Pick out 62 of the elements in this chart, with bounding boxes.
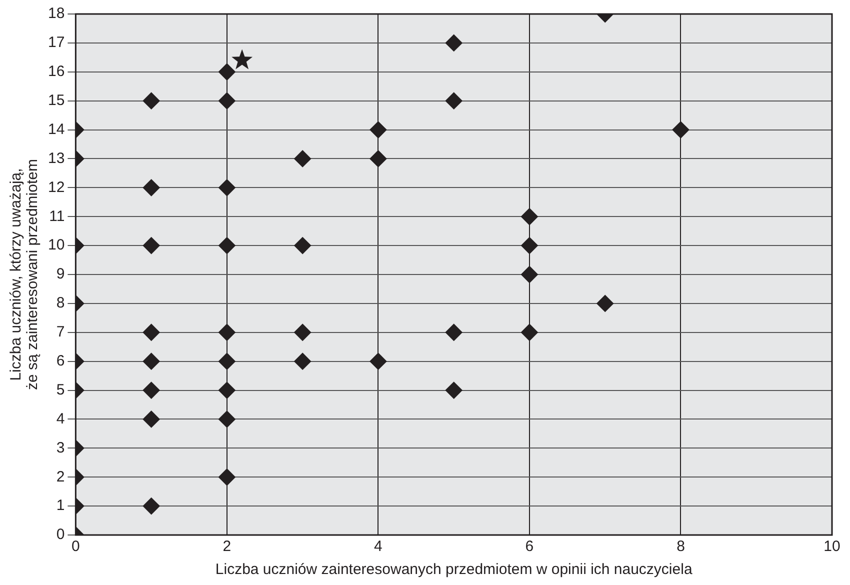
x-tick-label: 8 (676, 538, 685, 556)
point (218, 352, 236, 370)
point (142, 324, 160, 341)
y-tick-label: 9 (56, 266, 65, 283)
x-tick-label: 6 (525, 538, 534, 556)
x-tick-label: 2 (222, 538, 232, 556)
point (218, 63, 236, 80)
y-tick-label: 18 (48, 5, 65, 22)
point (520, 324, 538, 341)
point (218, 410, 236, 428)
point (294, 352, 312, 370)
y-tick-label: 7 (56, 324, 65, 341)
x-tick-label: 4 (374, 538, 382, 556)
point (142, 179, 160, 196)
x-axis-title: Liczba uczniów zainteresowanych przedmiotem w opinii ich nauczyciela (215, 561, 693, 578)
point (218, 468, 236, 486)
point (142, 237, 160, 254)
point (218, 382, 236, 399)
point (520, 237, 538, 254)
point (142, 352, 160, 370)
y-tick-label: 14 (48, 120, 65, 138)
point (445, 324, 462, 341)
point (596, 294, 614, 312)
y-tick-label: 17 (48, 34, 65, 52)
point (142, 498, 160, 515)
point (142, 382, 160, 399)
y-tick-label: 10 (48, 236, 65, 254)
y-tick-label: 2 (56, 468, 65, 486)
y-tick-label: 3 (56, 439, 65, 456)
point (232, 49, 253, 70)
y-tick-label: 12 (48, 178, 65, 196)
y-axis-title: Liczba uczniów, którzy uważają, że są zainteresowani przedmiotem (7, 159, 41, 390)
point (218, 179, 236, 196)
point (218, 237, 236, 254)
point (294, 324, 312, 341)
point (520, 208, 538, 226)
point (445, 382, 462, 399)
y-tick-label: 1 (56, 497, 65, 514)
point (294, 150, 312, 168)
point (218, 324, 236, 341)
y-tick-label: 6 (56, 352, 65, 370)
point (370, 352, 387, 370)
point (370, 150, 387, 168)
point (142, 410, 160, 428)
point (142, 92, 160, 110)
y-tick-label: 13 (48, 150, 65, 167)
y-tick-label: 15 (48, 92, 65, 109)
y-tick-label: 8 (56, 294, 65, 312)
x-tick-label: 10 (824, 538, 840, 556)
point (672, 121, 690, 138)
point (520, 266, 538, 283)
y-tick-label: 4 (56, 410, 65, 428)
point (370, 121, 387, 138)
y-tick-label: 0 (56, 526, 65, 544)
point (218, 92, 236, 110)
y-tick-label: 11 (49, 208, 65, 225)
y-tick-label: 5 (56, 381, 65, 398)
y-tick-label: 16 (48, 63, 65, 80)
point (445, 92, 462, 110)
point (294, 237, 312, 254)
point (445, 34, 462, 52)
x-tick-label: 0 (72, 538, 80, 556)
